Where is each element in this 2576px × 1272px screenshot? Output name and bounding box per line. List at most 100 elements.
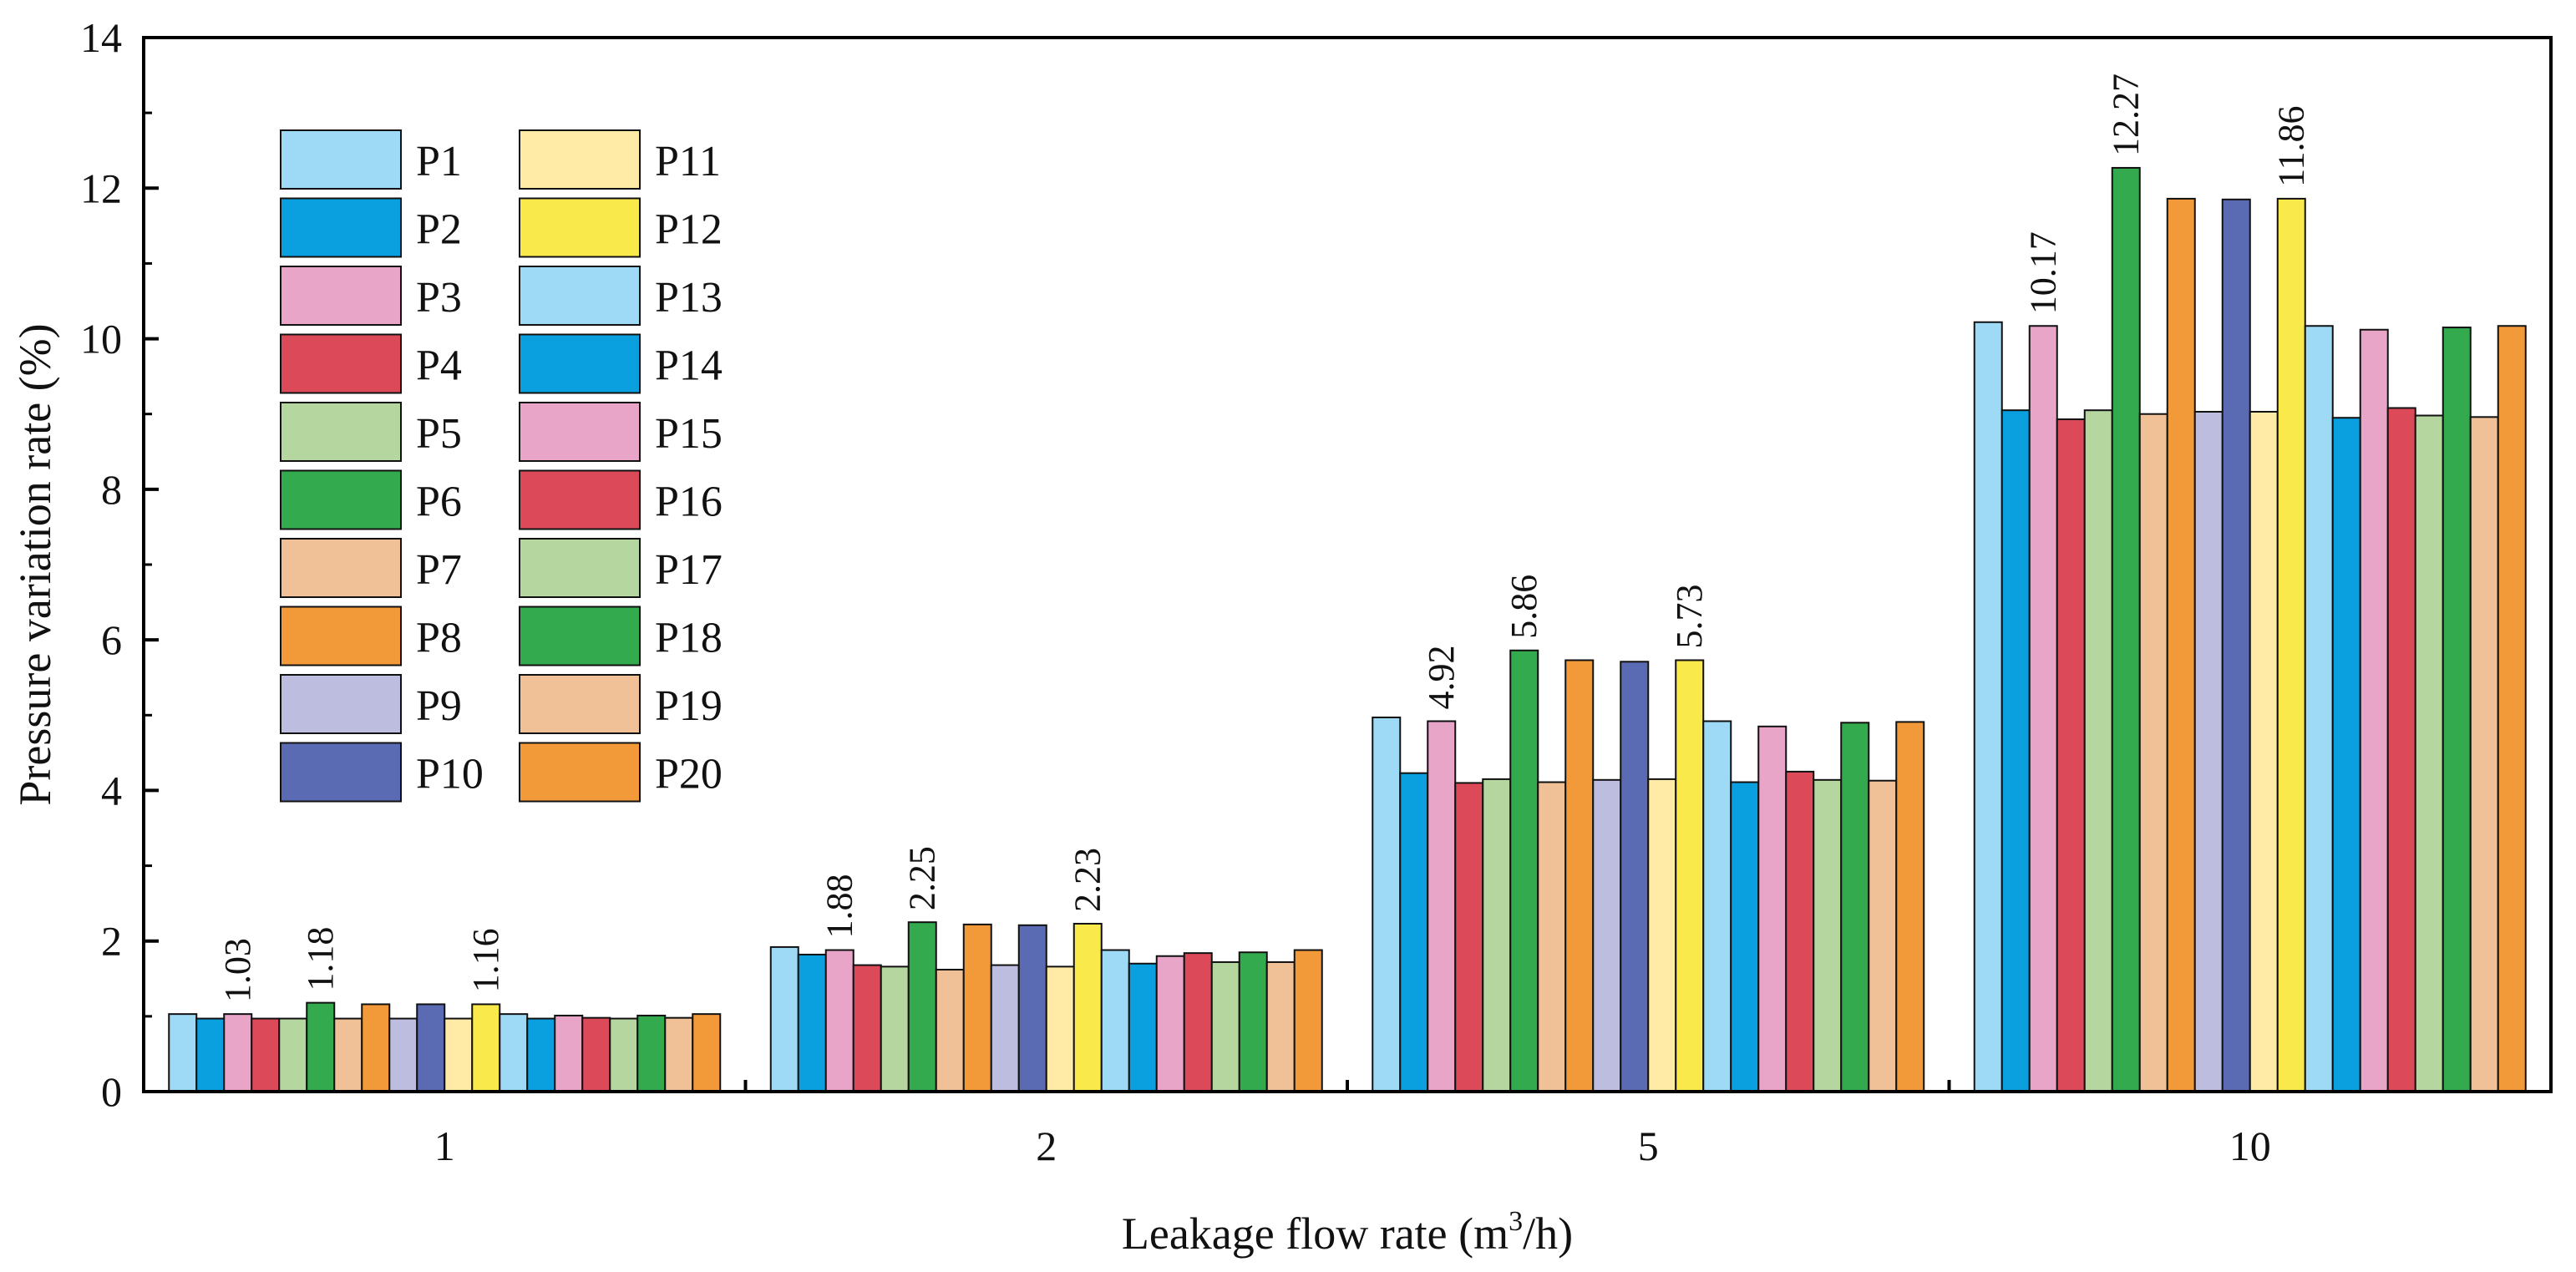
data-label-p3-flow-5: 4.92 bbox=[1421, 645, 1462, 709]
y-tick-label: 12 bbox=[80, 165, 122, 211]
legend-swatch-p15 bbox=[519, 402, 641, 462]
legend-item-p17: P17 bbox=[519, 538, 723, 598]
bar-p4-flow-10 bbox=[2056, 418, 2086, 1092]
bar-p19-flow-1 bbox=[664, 1016, 694, 1093]
bar-p1-flow-1 bbox=[168, 1013, 198, 1092]
bar-p17-flow-5 bbox=[1813, 778, 1843, 1093]
y-tick-label: 8 bbox=[101, 466, 122, 513]
bar-p4-flow-5 bbox=[1454, 782, 1484, 1093]
legend-label-p11: P11 bbox=[655, 138, 721, 185]
legend-swatch-p1 bbox=[280, 129, 402, 190]
legend-swatch-p16 bbox=[519, 469, 641, 530]
bar-p1-flow-10 bbox=[1973, 321, 2003, 1092]
bar-p2-flow-10 bbox=[2000, 409, 2031, 1092]
y-tick-label: 2 bbox=[101, 918, 122, 965]
bar-p13-flow-2 bbox=[1100, 949, 1130, 1092]
bar-p18-flow-1 bbox=[636, 1014, 667, 1092]
bar-p2-flow-5 bbox=[1399, 772, 1429, 1093]
y-axis-ticks: 0 2 4 6 8 10 12 14 bbox=[80, 14, 159, 1115]
x-tick-label-1: 1 bbox=[434, 1123, 455, 1169]
legend-item-p9: P9 bbox=[280, 674, 462, 734]
data-label-p6-flow-5: 5.86 bbox=[1504, 575, 1544, 639]
bar-p9-flow-5 bbox=[1592, 778, 1622, 1093]
bar-p20-flow-2 bbox=[1293, 949, 1323, 1092]
legend-item-p18: P18 bbox=[519, 606, 723, 666]
bar-p12-flow-10 bbox=[2276, 197, 2306, 1092]
bar-p16-flow-10 bbox=[2386, 407, 2416, 1092]
legend-swatch-p10 bbox=[280, 742, 402, 803]
data-label-p3-flow-10: 10.17 bbox=[2022, 231, 2063, 314]
bar-p12-flow-1 bbox=[471, 1003, 501, 1093]
y-tick-label: 6 bbox=[101, 616, 122, 663]
legend-item-p1: P1 bbox=[280, 129, 462, 190]
y-tick-label: 10 bbox=[80, 316, 122, 362]
x-tick-label-10: 10 bbox=[2229, 1123, 2271, 1169]
legend-label-p12: P12 bbox=[655, 206, 723, 254]
bar-p16-flow-1 bbox=[581, 1016, 611, 1093]
legend-label-p19: P19 bbox=[655, 682, 723, 730]
bar-p2-flow-1 bbox=[195, 1017, 226, 1092]
bar-p17-flow-10 bbox=[2414, 414, 2444, 1092]
bar-p7-flow-10 bbox=[2138, 413, 2168, 1092]
legend-label-p1: P1 bbox=[416, 138, 462, 185]
bar-p5-flow-2 bbox=[880, 965, 910, 1093]
legend-swatch-p12 bbox=[519, 197, 641, 258]
bar-p18-flow-2 bbox=[1238, 951, 1268, 1092]
bar-p18-flow-10 bbox=[2442, 327, 2472, 1092]
legend-swatch-p14 bbox=[519, 333, 641, 394]
x-tick-label-2: 2 bbox=[1036, 1123, 1057, 1169]
bar-p9-flow-1 bbox=[388, 1017, 418, 1092]
legend-swatch-p2 bbox=[280, 197, 402, 258]
bar-p2-flow-2 bbox=[797, 953, 827, 1092]
legend-item-p7: P7 bbox=[280, 538, 462, 598]
data-label-p6-flow-10: 12.27 bbox=[2105, 73, 2146, 156]
bar-p20-flow-5 bbox=[1895, 721, 1925, 1092]
data-label-p3-flow-2: 1.88 bbox=[819, 874, 860, 939]
bar-p19-flow-5 bbox=[1868, 779, 1898, 1093]
legend-swatch-p13 bbox=[519, 266, 641, 326]
bar-p15-flow-2 bbox=[1155, 955, 1185, 1092]
legend-swatch-p7 bbox=[280, 538, 402, 598]
bar-p18-flow-5 bbox=[1840, 722, 1870, 1092]
legend-swatch-p17 bbox=[519, 538, 641, 598]
bar-p17-flow-2 bbox=[1210, 960, 1240, 1093]
bar-p16-flow-5 bbox=[1785, 770, 1815, 1093]
bar-p11-flow-10 bbox=[2249, 411, 2279, 1092]
bar-p15-flow-5 bbox=[1757, 725, 1787, 1092]
x-tick-label-5: 5 bbox=[1638, 1123, 1659, 1169]
data-label-p3-flow-1: 1.03 bbox=[217, 938, 258, 1002]
legend-label-p9: P9 bbox=[416, 682, 462, 730]
bar-p8-flow-10 bbox=[2166, 197, 2196, 1092]
legend-label-p8: P8 bbox=[416, 615, 462, 662]
y-tick-label: 4 bbox=[101, 767, 122, 813]
bar-p1-flow-5 bbox=[1372, 716, 1402, 1092]
bar-p14-flow-5 bbox=[1730, 781, 1760, 1093]
legend: P1 P2 P3 P4 P5 P6 P7 P8 P9 P10 P11 P12 P13 P14 P15 P16 P… bbox=[280, 129, 723, 803]
x-axis-title-main: Leakage flow rate (m bbox=[1122, 1209, 1509, 1259]
bar-p15-flow-1 bbox=[554, 1014, 584, 1092]
data-label-p12-flow-10: 11.86 bbox=[2270, 106, 2311, 187]
legend-label-p17: P17 bbox=[655, 546, 723, 594]
data-label-p12-flow-5: 5.73 bbox=[1669, 584, 1710, 648]
y-tick-label: 0 bbox=[101, 1068, 122, 1115]
legend-label-p3: P3 bbox=[416, 274, 462, 322]
legend-label-p14: P14 bbox=[655, 342, 723, 390]
x-axis-ticks: 1 2 5 10 bbox=[434, 1080, 2271, 1169]
legend-swatch-p6 bbox=[280, 469, 402, 530]
bar-p11-flow-5 bbox=[1647, 778, 1677, 1093]
legend-item-p20: P20 bbox=[519, 742, 723, 803]
bar-p11-flow-1 bbox=[444, 1017, 474, 1092]
legend-item-p5: P5 bbox=[280, 402, 462, 462]
bar-p10-flow-10 bbox=[2221, 198, 2251, 1093]
legend-item-p11: P11 bbox=[519, 129, 721, 190]
legend-label-p13: P13 bbox=[655, 274, 723, 322]
legend-item-p10: P10 bbox=[280, 742, 484, 803]
legend-item-p3: P3 bbox=[280, 266, 462, 326]
legend-label-p2: P2 bbox=[416, 206, 462, 254]
bar-p4-flow-1 bbox=[251, 1017, 281, 1092]
legend-label-p16: P16 bbox=[655, 479, 723, 526]
bar-p7-flow-2 bbox=[935, 968, 965, 1093]
bar-p17-flow-1 bbox=[609, 1017, 639, 1092]
legend-swatch-p19 bbox=[519, 674, 641, 734]
